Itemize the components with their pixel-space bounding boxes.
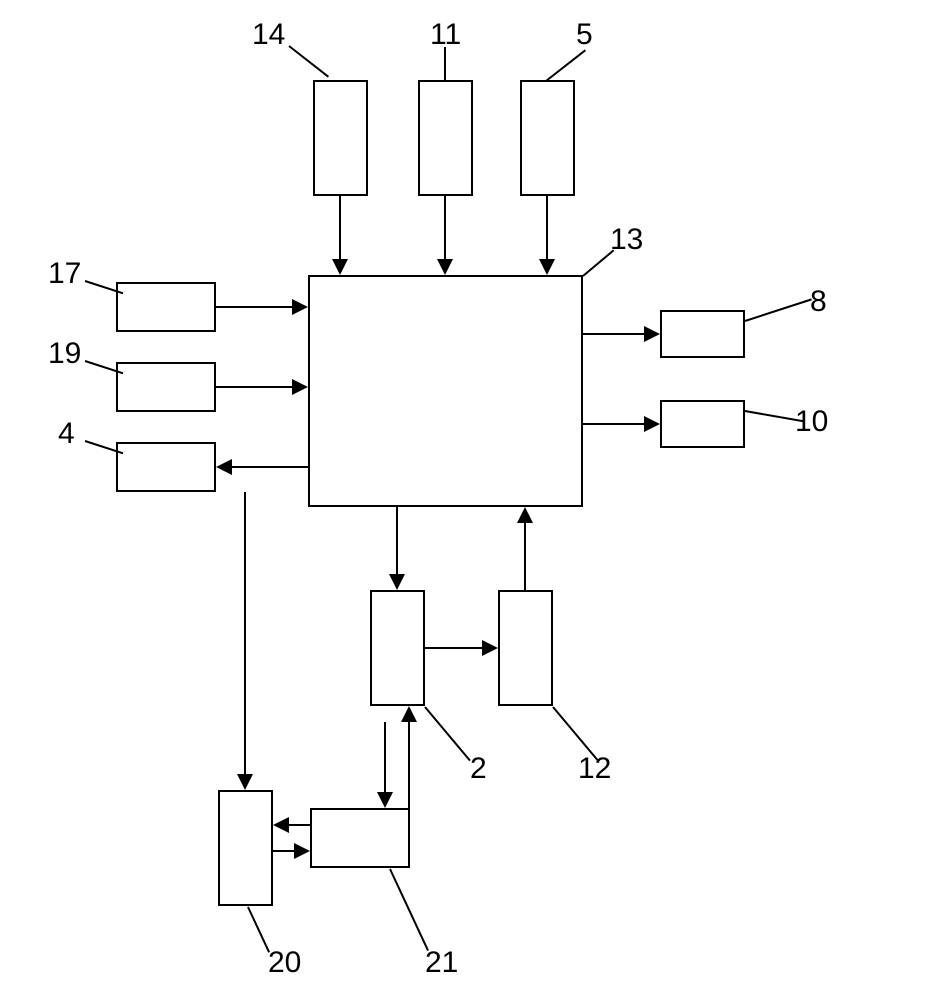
arrow-21-2-up-head	[401, 706, 417, 722]
arrow-2-21-down-head	[377, 792, 393, 808]
label-10: 10	[795, 405, 828, 439]
arrow-21-20-head	[273, 817, 289, 833]
arrow-2-21-down	[384, 722, 386, 792]
arrow-4-20-v	[244, 492, 246, 774]
leader-11	[444, 47, 446, 80]
box-10	[660, 400, 745, 448]
leader-21	[389, 869, 429, 951]
label-20: 20	[268, 946, 301, 980]
arrow-13-4	[232, 466, 308, 468]
label-4: 4	[58, 417, 75, 451]
box-19	[116, 362, 216, 412]
arrow-12-13-head	[517, 507, 533, 523]
box-20	[218, 790, 273, 906]
arrow-4-20-head	[237, 774, 253, 790]
arrow-19-13-head	[292, 379, 308, 395]
arrow-21-2-up	[408, 722, 410, 808]
box-2	[370, 590, 425, 706]
leader-8	[745, 298, 812, 322]
arrow-13-2	[396, 507, 398, 574]
arrow-13-10	[583, 423, 644, 425]
box-14	[313, 80, 368, 196]
arrow-12-13	[524, 523, 526, 590]
arrow-2-12	[425, 647, 482, 649]
box-13-central	[308, 275, 583, 507]
arrow-17-13	[216, 306, 292, 308]
arrow-13-8	[583, 333, 644, 335]
label-19: 19	[48, 337, 81, 371]
box-5	[520, 80, 575, 196]
arrow-14-13-head	[332, 259, 348, 275]
arrow-11-13	[444, 196, 446, 259]
box-11	[418, 80, 473, 196]
arrow-13-10-head	[644, 416, 660, 432]
label-17: 17	[48, 257, 81, 291]
arrow-11-13-head	[437, 259, 453, 275]
arrow-13-4-head	[216, 459, 232, 475]
arrow-13-8-head	[644, 326, 660, 342]
leader-13	[582, 250, 614, 277]
box-8	[660, 310, 745, 358]
arrow-21-20	[289, 824, 310, 826]
arrow-19-13	[216, 386, 292, 388]
label-13: 13	[610, 223, 643, 257]
label-8: 8	[810, 285, 827, 319]
label-14: 14	[252, 18, 285, 52]
box-12	[498, 590, 553, 706]
arrow-5-13	[546, 196, 548, 259]
leader-12	[552, 706, 599, 761]
arrow-14-13	[339, 196, 341, 259]
label-5: 5	[576, 18, 593, 52]
arrow-17-13-head	[292, 299, 308, 315]
arrow-20-21	[273, 850, 294, 852]
arrow-20-21-head	[294, 843, 310, 859]
leader-20	[247, 907, 270, 953]
leader-5	[545, 49, 586, 81]
arrow-5-13-head	[539, 259, 555, 275]
arrow-2-12-head	[482, 640, 498, 656]
box-4	[116, 442, 216, 492]
leader-14	[288, 45, 329, 77]
box-17	[116, 282, 216, 332]
leader-2	[424, 706, 471, 761]
arrow-13-2-head	[389, 574, 405, 590]
box-21	[310, 808, 410, 868]
label-21: 21	[425, 946, 458, 980]
label-2: 2	[470, 752, 487, 786]
